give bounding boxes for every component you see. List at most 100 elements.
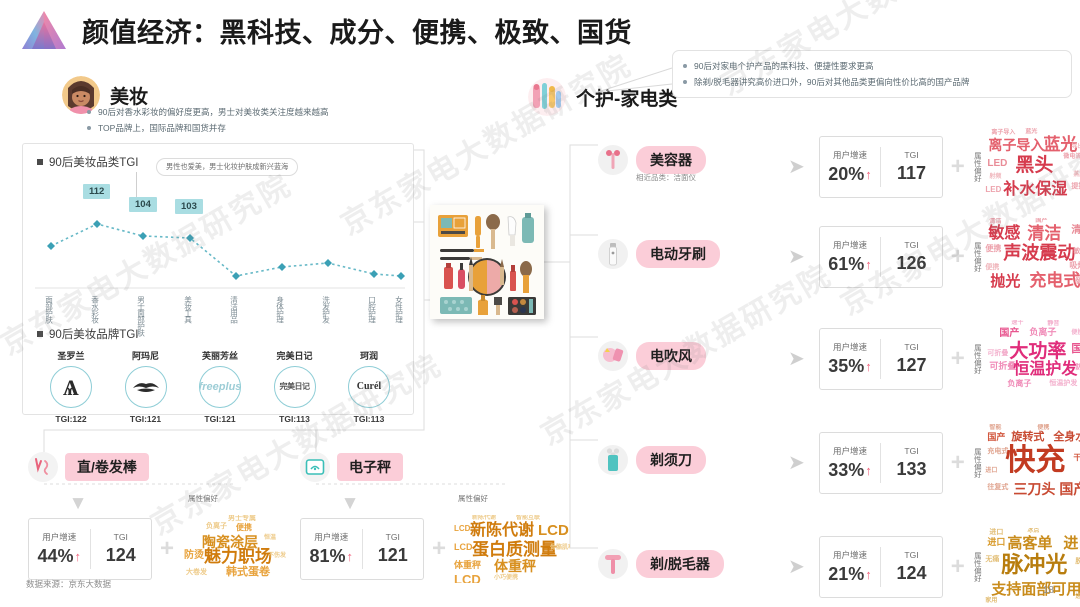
product-name-tag[interactable]: 电子秤 xyxy=(337,453,403,481)
attr-label: 属性偏好 xyxy=(458,494,489,503)
brand-name: 圣罗兰 xyxy=(57,351,85,361)
growth-cell: 用户增速 81% ↑ xyxy=(301,519,362,579)
attr-label: 属性偏好 xyxy=(188,494,219,503)
homeapp-bullets: 90后对家电个护产品的黑科技、便捷性要求更高 除剃/脱毛器讲究高价进口外，90后… xyxy=(672,50,1072,99)
category-chart-title: 90后美妆品类TGI xyxy=(49,157,139,169)
product-name-tag[interactable]: 剃/脱毛器 xyxy=(636,550,724,578)
growth-cell: 用户增速 21% ↑ xyxy=(820,537,881,597)
growth-value: 21% ↑ xyxy=(828,564,872,584)
brand-logo-curel-icon: Curél xyxy=(348,366,390,408)
arrow-up-icon: ↑ xyxy=(74,549,82,564)
svg-text:Ѧ: Ѧ xyxy=(63,375,79,400)
x-tick-label: 面部护肤 xyxy=(44,296,54,323)
plus-icon: + xyxy=(160,535,175,562)
x-tick-label: 清洁用品 xyxy=(229,296,239,323)
tgi-label: TGI xyxy=(904,446,919,456)
brand-item: 阿玛尼 TGI:121 xyxy=(112,349,180,424)
metric-divider xyxy=(880,147,882,187)
bullet-item: 除剃/脱毛器讲究高价进口外，90后对其他品类更偏向性价比高的国产品牌 xyxy=(681,74,1055,90)
growth-cell: 用户增速 33% ↑ xyxy=(820,433,881,493)
brand-logo-text: Curél xyxy=(356,381,382,392)
brand-item: 芙丽芳丝 freeplus TGI:121 xyxy=(186,349,254,424)
metric-box: 用户增速 20% ↑ TGI 117 xyxy=(818,136,943,198)
arrow-up-icon: ↑ xyxy=(865,567,872,582)
arrow-right-icon: ➤ xyxy=(788,452,805,474)
metric-divider xyxy=(89,529,91,569)
page-number: 18 xyxy=(1042,585,1054,596)
metric-divider xyxy=(880,237,882,277)
arrow-down-icon: ▼ xyxy=(68,493,88,514)
growth-value: 44% ↑ xyxy=(37,546,82,566)
wordcloud-3: 速干 静音 国产 负离子 便携 大功率 国产 可折叠 可折叠 恒温护发 防烫 负… xyxy=(987,320,1080,388)
brand-chart-title: 90后美妆品牌TGI xyxy=(49,329,139,341)
hair-dryer-icon xyxy=(598,341,628,371)
tgi-value: 124 xyxy=(105,545,136,565)
growth-label: 用户增速 xyxy=(833,240,868,250)
chart-data-label: 112 xyxy=(83,184,111,199)
growth-label: 用户增速 xyxy=(833,550,868,560)
attr-label: 属性偏好 xyxy=(973,448,983,478)
plus-icon: + xyxy=(950,345,965,372)
arrow-down-icon: ▼ xyxy=(340,493,360,514)
growth-value: 35% ↑ xyxy=(828,356,872,376)
tgi-value: 124 xyxy=(896,563,927,583)
product-name-tag[interactable]: 美容器 xyxy=(636,146,706,174)
metric-divider xyxy=(880,339,882,379)
tgi-label: TGI xyxy=(113,532,128,542)
category-chart-title-row: 90后美妆品类TGI xyxy=(37,154,138,170)
cosmetics-flatlay-image xyxy=(430,205,544,319)
product-subtitle: 相近品类：洁面仪 xyxy=(636,173,696,182)
brand-list: 圣罗兰 Ѧ TGI:122 阿玛尼 TGI:121 芙丽芳丝 xyxy=(37,349,403,424)
product-row-5: 剃/脱毛器 ➤ 用户增速 21% ↑ TGI 124 + 属性偏好 进口 冰点 进… xyxy=(598,528,1080,606)
brand-tgi: TGI:121 xyxy=(129,414,162,424)
tgi-value: 126 xyxy=(896,253,927,273)
bullet-item: 90后对家电个护产品的黑科技、便捷性要求更高 xyxy=(681,58,1055,74)
brand-tgi: TGI:122 xyxy=(55,414,87,424)
shaver-icon xyxy=(598,445,628,475)
brand-item: 珂润 Curél TGI:113 xyxy=(335,349,403,424)
tgi-label: TGI xyxy=(904,150,919,160)
product-label-group: 剃/脱毛器 xyxy=(598,549,778,585)
brand-name: 完美日记 xyxy=(276,351,313,361)
arrow-up-icon: ↑ xyxy=(865,463,872,478)
tgi-cell: TGI 124 xyxy=(91,519,152,579)
growth-value: 33% ↑ xyxy=(828,460,872,480)
brand-logo-text: freeplus xyxy=(199,380,241,393)
bullet-square-icon xyxy=(37,159,43,165)
metric-divider xyxy=(880,443,882,483)
product-name-tag[interactable]: 直/卷发棒 xyxy=(65,453,149,481)
attr-label: 属性偏好 xyxy=(973,242,983,272)
chart-callout: 男性也爱美，男士化妆护肤成新兴蓝海 xyxy=(156,158,299,176)
tgi-value: 127 xyxy=(896,355,927,375)
beauty-stats-card: 90后美妆品类TGI 男性也爱美，男士化妆护肤成新兴蓝海 xyxy=(22,143,414,424)
product-row-3: 电吹风 ➤ 用户增速 35% ↑ TGI 127 + 属性偏好 速干 静音 国产 … xyxy=(598,320,1080,398)
product-name-tag[interactable]: 剃须刀 xyxy=(636,446,706,474)
metric-box: 用户增速 21% ↑ TGI 124 xyxy=(818,536,943,598)
brand-chart-title-row: 90后美妆品牌TGI xyxy=(37,326,138,342)
growth-label: 用户增速 xyxy=(42,532,77,542)
x-tick-label: 香水彩妆 xyxy=(90,296,100,323)
chart-data-label: 103 xyxy=(175,199,203,214)
brand-name: 阿玛尼 xyxy=(131,351,159,361)
metric-box: 用户增速 33% ↑ TGI 133 xyxy=(818,432,943,494)
wordcloud-5: 进口 冰点 进口 高客单 进口 无痛 脉冲光 脱毛 支持面部可用 家用 进口 xyxy=(985,528,1080,604)
arrow-right-icon: ➤ xyxy=(788,246,805,268)
chart-svg xyxy=(35,220,405,289)
tgi-value: 117 xyxy=(896,163,927,183)
plus-icon: + xyxy=(950,553,965,580)
tgi-cell: TGI 126 xyxy=(881,227,942,287)
electric-toothbrush-icon xyxy=(598,239,628,269)
brand-item: 圣罗兰 Ѧ TGI:122 xyxy=(37,349,105,424)
tgi-label: TGI xyxy=(385,532,400,542)
brand-tgi: TGI:121 xyxy=(204,414,236,424)
tgi-cell: TGI 117 xyxy=(881,137,942,197)
product-name-tag[interactable]: 电动牙刷 xyxy=(636,240,720,268)
wordcloud-2: 清洁 国产 敏感 清洁 清洁 便携 声波震动 敏感 便携 吸烟 抛光 充电式 智… xyxy=(985,218,1080,290)
metric-box: 用户增速 61% ↑ TGI 126 xyxy=(818,226,943,288)
arrow-up-icon: ↑ xyxy=(346,549,354,564)
brand-item: 完美日记 完美日记 TGI:113 xyxy=(261,349,329,424)
product-name-tag[interactable]: 电吹风 xyxy=(636,342,706,370)
x-tick-label: 洗发护发 xyxy=(321,296,331,323)
wordcloud-b2: 新陈代谢 智能互联 LCD 新陈代谢 LCD LCD 蛋白质测量 骨骼肌率 体重… xyxy=(454,515,570,583)
growth-cell: 用户增速 35% ↑ xyxy=(820,329,881,389)
